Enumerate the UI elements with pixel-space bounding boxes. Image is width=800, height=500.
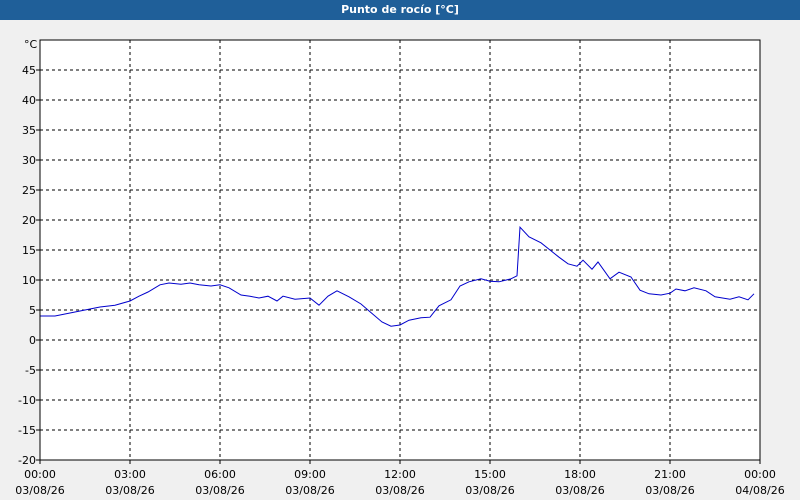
x-tick-label: 00:00 [24, 468, 56, 481]
x-tick-label: 15:00 [474, 468, 506, 481]
x-tick-date: 03/08/26 [465, 484, 514, 497]
y-tick-label: -10 [18, 394, 36, 407]
y-tick-label: 30 [22, 154, 36, 167]
x-tick-date: 03/08/26 [375, 484, 424, 497]
x-tick-label: 09:00 [294, 468, 326, 481]
x-tick-label: 18:00 [564, 468, 596, 481]
x-tick-label: 03:00 [114, 468, 146, 481]
y-tick-label: 45 [22, 64, 36, 77]
y-tick-label: -15 [18, 424, 36, 437]
plot-border [39, 39, 761, 461]
y-tick-label: 5 [29, 304, 36, 317]
y-tick-label: -20 [18, 454, 36, 467]
x-tick-label: 06:00 [204, 468, 236, 481]
x-tick-date: 03/08/26 [195, 484, 244, 497]
y-tick-label: 35 [22, 124, 36, 137]
y-tick-label: 40 [22, 94, 36, 107]
x-tick-date: 03/08/26 [645, 484, 694, 497]
x-tick-date: 03/08/26 [555, 484, 604, 497]
x-tick-label: 00:00 [744, 468, 776, 481]
data-line [40, 226, 755, 327]
y-tick-label: 10 [22, 274, 36, 287]
chart-title: Punto de rocío [°C] [0, 0, 800, 20]
x-tick-date: 03/08/26 [105, 484, 154, 497]
x-tick-date: 03/08/26 [285, 484, 334, 497]
chart: °C -20 -15 -10 -5 0 5 10 15 20 25 30 35 40 45 00:00 03/… [15, 38, 784, 497]
y-tick-label: 15 [22, 244, 36, 257]
x-tick-label: 12:00 [384, 468, 416, 481]
x-tick-date: 04/08/26 [735, 484, 784, 497]
y-tick-label: -5 [25, 364, 36, 377]
y-tick-label: 25 [22, 184, 36, 197]
x-tick-date: 03/08/26 [15, 484, 64, 497]
y-tick-label: 20 [22, 214, 36, 227]
y-unit: °C [24, 38, 38, 51]
x-tick-label: 21:00 [654, 468, 686, 481]
y-tick-label: 0 [29, 334, 36, 347]
